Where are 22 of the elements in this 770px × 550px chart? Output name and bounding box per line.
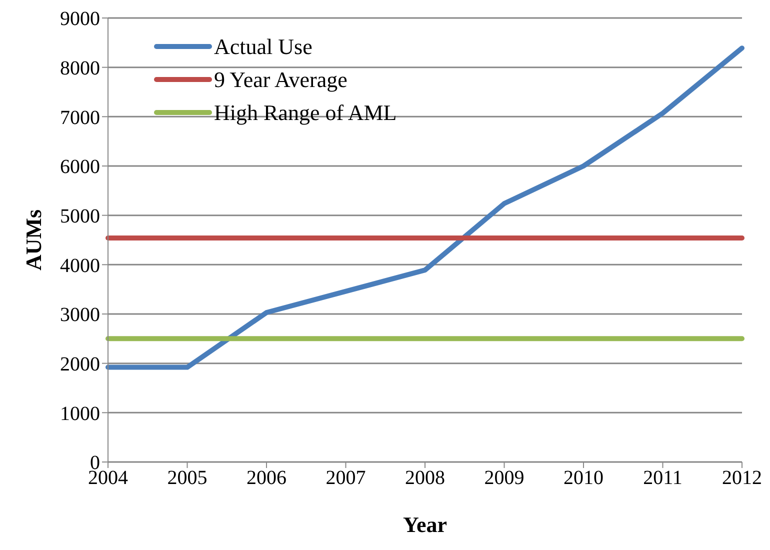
legend-label: High Range of AML [214, 99, 397, 127]
y-axis-title: AUMs [20, 209, 46, 271]
y-tick-label: 5000 [60, 205, 100, 228]
y-tick-label: 3000 [60, 304, 100, 326]
y-tick-label: 4000 [60, 254, 100, 277]
x-tick-label: 2010 [564, 467, 604, 490]
x-tick-label: 2012 [722, 467, 762, 490]
x-tick-label: 2008 [405, 467, 445, 490]
y-tick-label: 2000 [60, 353, 100, 376]
x-tick-label: 2011 [643, 467, 682, 490]
x-tick-label: 2009 [484, 467, 524, 490]
y-tick-label: 6000 [60, 156, 100, 178]
x-axis-title: Year [403, 512, 448, 537]
x-tick-label: 2007 [326, 467, 366, 490]
legend-label: 9 Year Average [214, 66, 348, 94]
legend-label: Actual Use [214, 33, 312, 61]
x-tick-label: 2006 [246, 467, 286, 490]
y-tick-label: 8000 [60, 57, 100, 80]
x-tick-label: 2005 [167, 467, 208, 490]
y-tick-label: 7000 [60, 106, 100, 129]
y-tick-label: 1000 [60, 402, 100, 425]
y-tick-label: 9000 [60, 8, 100, 30]
